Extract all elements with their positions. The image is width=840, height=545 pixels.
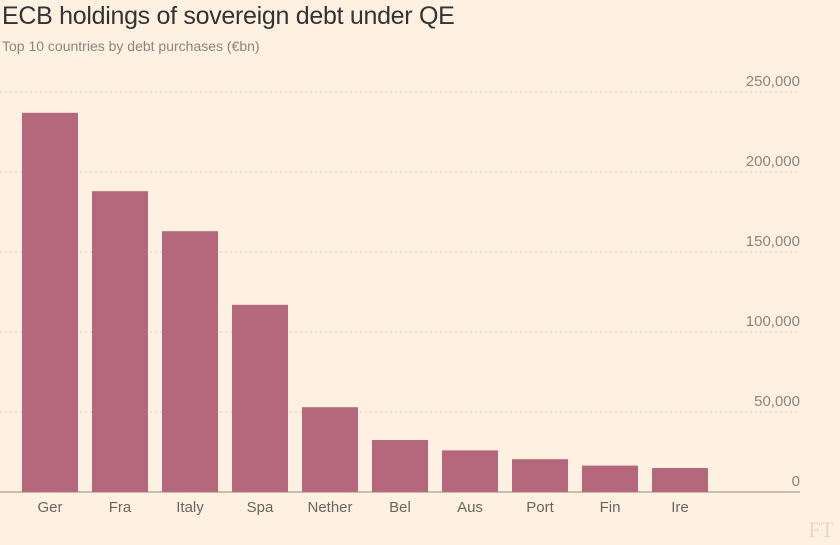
bar-ire [652, 468, 708, 492]
chart-subtitle: Top 10 countries by debt purchases (€bn) [2, 38, 260, 54]
x-axis-labels: Ger Fra Italy Spa Nether Bel Aus Port Fin Ire [37, 499, 688, 516]
y-tick-label: 50,000 [754, 393, 800, 410]
bar-fra [92, 191, 148, 492]
x-tick-label: Fra [109, 499, 132, 516]
y-tick-label: 150,000 [746, 233, 800, 250]
bar-nether [302, 407, 358, 492]
bars [22, 112, 708, 493]
bar-italy [162, 231, 218, 492]
x-tick-label: Ger [37, 499, 62, 516]
bar-port [512, 459, 568, 492]
bar-spa [232, 304, 288, 492]
ft-logo: FT [808, 517, 834, 542]
x-tick-label: Port [526, 499, 554, 516]
x-tick-label: Bel [389, 499, 411, 516]
chart-title: ECB holdings of sovereign debt under QE [2, 2, 455, 30]
bar-ger [22, 112, 78, 493]
y-tick-label: 250,000 [746, 73, 800, 90]
x-tick-label: Aus [457, 499, 483, 516]
x-tick-label: Spa [247, 499, 274, 516]
bar-aus [442, 450, 498, 492]
y-tick-label: 0 [792, 473, 800, 490]
y-tick-label: 200,000 [746, 153, 800, 170]
y-tick-label: 100,000 [746, 313, 800, 330]
x-tick-label: Italy [176, 499, 204, 516]
x-tick-label: Fin [600, 499, 621, 516]
bar-bel [372, 440, 428, 492]
x-tick-label: Nether [307, 499, 352, 516]
y-axis-ticks: 0 50,000 100,000 150,000 200,000 250,000 [746, 73, 800, 490]
bar-fin [582, 465, 638, 492]
x-tick-label: Ire [671, 499, 689, 516]
